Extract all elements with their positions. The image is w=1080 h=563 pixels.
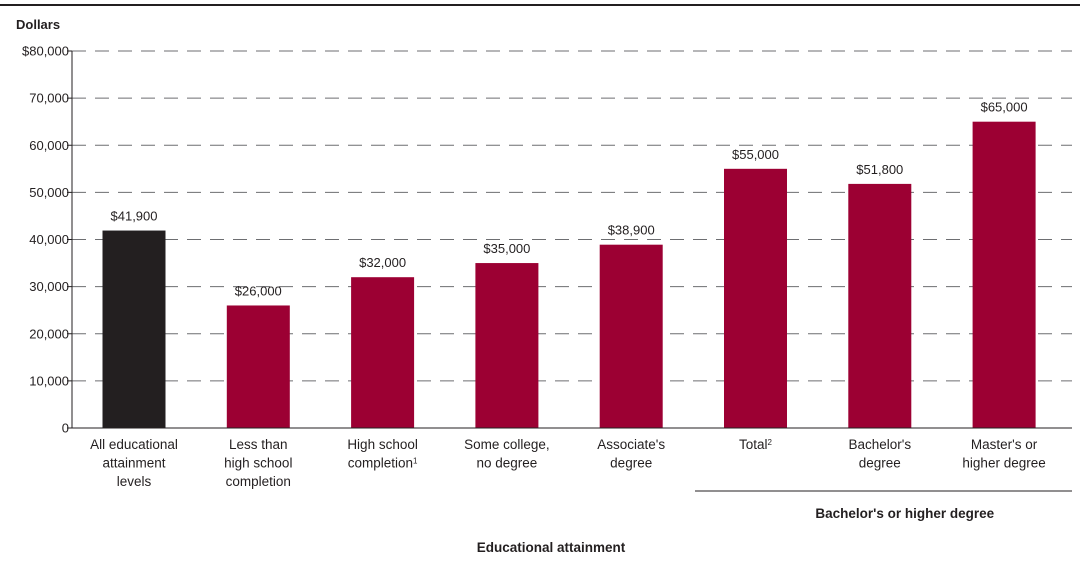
bar [599, 244, 663, 428]
y-tick-label: 20,000 [29, 326, 69, 341]
category-label-line: no degree [476, 456, 537, 471]
category-label-line: Master's or [971, 437, 1038, 452]
category-label-line: Some college, [464, 437, 550, 452]
group-label: Bachelor's or higher degree [815, 506, 994, 521]
y-tick-label: 70,000 [29, 91, 69, 106]
data-label: $32,000 [359, 255, 406, 270]
category-label-line: High school [347, 437, 418, 452]
y-tick-label: $80,000 [22, 44, 69, 59]
bars [102, 121, 1036, 428]
x-axis-title: Educational attainment [477, 540, 626, 555]
category-label-line: Associate's [597, 437, 665, 452]
category-label: Bachelor's degree [848, 437, 911, 471]
category-footnote-mark: 2 [768, 438, 773, 447]
category-label: Master's or higher degree [962, 437, 1045, 471]
category-label: Associate's degree [597, 437, 665, 471]
category-label-line: Less than [229, 437, 288, 452]
y-tick-label: 10,000 [29, 373, 69, 388]
y-tick-labels: 0 10,000 20,000 30,000 40,000 50,000 60,000 70,… [22, 44, 69, 436]
gridlines [67, 50, 1072, 429]
y-tick-label: 60,000 [29, 138, 69, 153]
bar [972, 121, 1036, 428]
category-label-line: Bachelor's [848, 437, 911, 452]
bar [475, 263, 539, 428]
bar [102, 230, 166, 428]
category-label: Less than high school completion [224, 437, 292, 489]
category-label-line: degree [610, 456, 652, 471]
category-label-line: high school [224, 456, 292, 471]
bar [848, 183, 912, 428]
bar [351, 277, 415, 428]
category-label-line: attainment [102, 456, 165, 471]
category-label-line: completion [348, 456, 413, 471]
bar [724, 168, 787, 428]
category-label-line: degree [859, 456, 901, 471]
data-label: $35,000 [483, 241, 530, 256]
y-tick-label: 50,000 [29, 185, 69, 200]
data-label: $38,900 [608, 223, 655, 238]
category-label: All educational attainment levels [90, 437, 178, 489]
data-label: $26,000 [235, 283, 282, 298]
category-label-line: higher degree [962, 456, 1045, 471]
data-label: $51,800 [856, 162, 903, 177]
y-tick-label: 30,000 [29, 279, 69, 294]
y-tick-label: 40,000 [29, 232, 69, 247]
category-footnote-mark: 1 [413, 456, 418, 465]
category-label-line: completion [226, 474, 291, 489]
category-label: Some college, no degree [464, 437, 550, 471]
category-label-line: Total [739, 437, 768, 452]
category-label: Total2 [739, 437, 773, 452]
category-labels: All educational attainment levels Less than… [90, 437, 1046, 489]
bar [226, 305, 290, 428]
data-label: $65,000 [981, 100, 1028, 115]
category-label: High school completion1 [347, 437, 418, 471]
data-label: $55,000 [732, 147, 779, 162]
category-label-line: All educational [90, 437, 178, 452]
data-labels: $41,900 $26,000 $32,000 $35,000 $38,900 $55,0… [111, 100, 1028, 299]
category-label-line: levels [117, 474, 152, 489]
y-axis-title: Dollars [16, 17, 60, 32]
data-label: $41,900 [111, 209, 158, 224]
y-tick-label: 0 [62, 421, 69, 436]
